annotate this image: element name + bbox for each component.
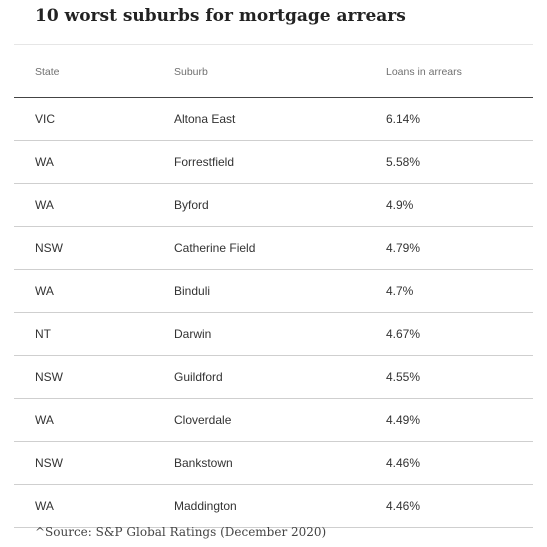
suburb-cell: Guildford — [174, 370, 223, 384]
loans-in-arrears-cell: 4.67% — [386, 327, 421, 341]
state-cell: WA — [35, 413, 54, 427]
table-row: NSW Bankstown 4.46% — [14, 442, 533, 485]
suburb-cell: Binduli — [174, 284, 211, 298]
state-cell: WA — [35, 284, 54, 298]
table-row: WA Forrestfield 5.58% — [14, 141, 533, 184]
table-header-row: State Suburb Loans in arrears — [14, 45, 533, 98]
title-divider — [14, 44, 533, 45]
loans-in-arrears-cell: 4.46% — [386, 499, 421, 513]
state-cell: NSW — [35, 456, 63, 470]
state-cell: WA — [35, 499, 54, 513]
suburb-cell: Byford — [174, 198, 209, 212]
state-cell: WA — [35, 198, 54, 212]
table-row: WA Cloverdale 4.49% — [14, 399, 533, 442]
table-row: WA Byford 4.9% — [14, 184, 533, 227]
loans-in-arrears-cell: 4.55% — [386, 370, 421, 384]
loans-in-arrears-cell: 4.46% — [386, 456, 421, 470]
suburb-cell: Cloverdale — [174, 413, 232, 427]
table-row: VIC Altona East 6.14% — [14, 98, 533, 141]
loans-in-arrears-cell: 4.7% — [386, 284, 414, 298]
table-row: NSW Catherine Field 4.79% — [14, 227, 533, 270]
suburb-cell: Maddington — [174, 499, 237, 513]
loans-in-arrears-cell: 4.79% — [386, 241, 421, 255]
suburb-cell: Catherine Field — [174, 241, 256, 255]
suburb-cell: Bankstown — [174, 456, 233, 470]
table-row: WA Maddington 4.46% — [14, 485, 533, 528]
table-row: NT Darwin 4.67% — [14, 313, 533, 356]
loans-in-arrears-cell: 4.49% — [386, 413, 421, 427]
state-cell: NSW — [35, 370, 63, 384]
column-header-loans-in-arrears: Loans in arrears — [386, 66, 462, 78]
suburb-cell: Darwin — [174, 327, 212, 341]
loans-in-arrears-cell: 4.9% — [386, 198, 414, 212]
suburb-cell: Altona East — [174, 112, 236, 126]
state-cell: VIC — [35, 112, 56, 126]
state-cell: NSW — [35, 241, 63, 255]
suburb-cell: Forrestfield — [174, 155, 235, 169]
loans-in-arrears-cell: 5.58% — [386, 155, 421, 169]
table-row: WA Binduli 4.7% — [14, 270, 533, 313]
state-cell: WA — [35, 155, 54, 169]
column-header-state: State — [35, 66, 60, 78]
source-note: ^Source: S&P Global Ratings (December 20… — [35, 525, 327, 539]
table-row: NSW Guildford 4.55% — [14, 356, 533, 399]
page-title: 10 worst suburbs for mortgage arrears — [35, 6, 406, 26]
column-header-suburb: Suburb — [174, 66, 208, 78]
loans-in-arrears-cell: 6.14% — [386, 112, 421, 126]
arrears-table: State Suburb Loans in arrears VIC Altona… — [14, 45, 533, 528]
state-cell: NT — [35, 327, 51, 341]
